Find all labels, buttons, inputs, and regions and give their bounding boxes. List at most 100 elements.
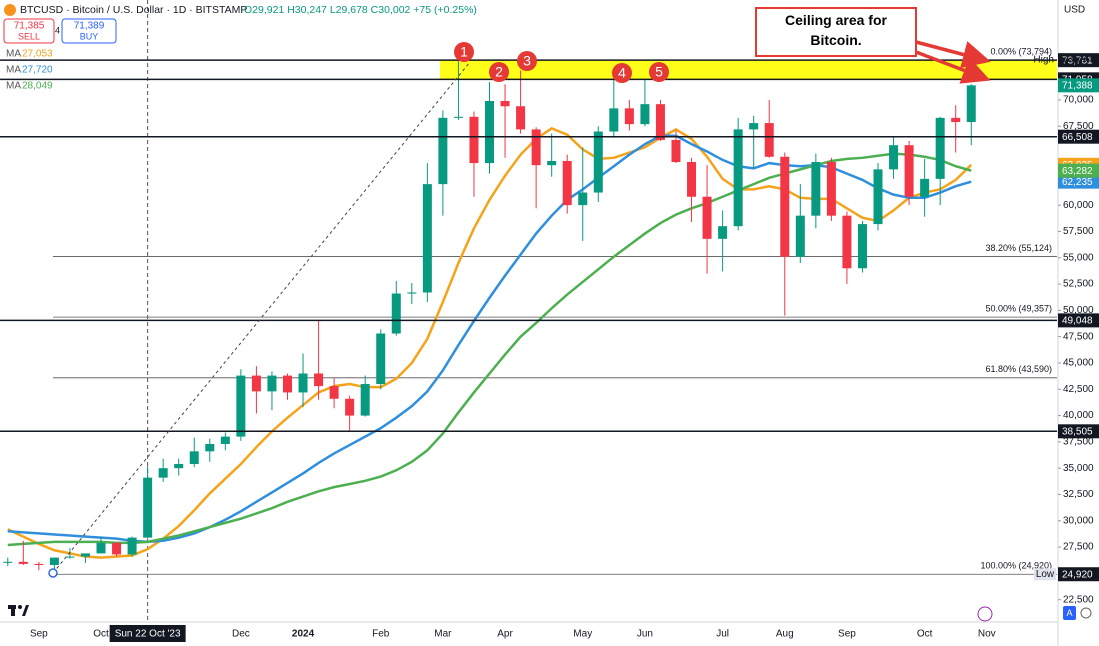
peak-label: 3 xyxy=(523,53,531,69)
candle-body xyxy=(609,108,619,132)
fib-label: 100.00% (24,920) xyxy=(980,561,1052,571)
candle-body xyxy=(733,129,743,227)
sell-button[interactable] xyxy=(3,18,55,44)
candle-body xyxy=(189,451,199,464)
candle-body xyxy=(593,131,603,193)
currency-label: USD xyxy=(1064,5,1085,16)
callout: Ceiling area for Bitcoin. xyxy=(755,7,991,84)
fib-label: 61.80% (43,590) xyxy=(985,364,1052,374)
y-tick-label: 45,000 xyxy=(1063,358,1094,369)
fib-trend-line xyxy=(52,61,471,574)
candle-body xyxy=(687,162,697,197)
candle-body xyxy=(531,129,541,166)
x-tick-label: Apr xyxy=(497,629,513,640)
candle-body xyxy=(671,139,681,163)
ma-legend-value: 28,049 xyxy=(22,81,53,92)
candle-body xyxy=(407,292,417,294)
auto-scale-button[interactable] xyxy=(1063,606,1076,620)
candle-body xyxy=(702,196,712,239)
symbol-title: BTCUSD · Bitcoin / U.S. Dollar · 1D · BI… xyxy=(20,4,247,16)
x-tick-label: Oct xyxy=(917,629,933,640)
peak-marker xyxy=(489,62,509,82)
x-tick-label: Oct xyxy=(93,629,109,640)
buy-price: 71,389 xyxy=(74,21,105,32)
x-tick-label: May xyxy=(573,629,592,640)
y-tick-label: 50,000 xyxy=(1063,305,1094,316)
candle-body xyxy=(282,375,292,393)
y-tick-label: 60,000 xyxy=(1063,200,1094,211)
buy-button[interactable] xyxy=(61,18,117,44)
y-tick-label: 42,500 xyxy=(1063,384,1094,395)
candle-body xyxy=(329,386,339,399)
callout-arrow xyxy=(915,50,991,84)
candle-body xyxy=(857,224,867,269)
candle-body xyxy=(267,375,277,392)
candle-body xyxy=(842,215,852,269)
ceiling-zone xyxy=(440,60,1057,80)
callout-text-box: Ceiling area for Bitcoin. xyxy=(785,12,887,48)
x-tick-label: Jun xyxy=(637,629,653,640)
candle-body xyxy=(935,117,945,179)
level-badge xyxy=(1058,129,1099,144)
y-tick-label: 67,500 xyxy=(1063,121,1094,132)
y-tick-label: 70,000 xyxy=(1063,95,1094,106)
y-tick-label: 30,000 xyxy=(1063,515,1094,526)
candle-body xyxy=(220,436,230,444)
candle-body xyxy=(749,123,759,130)
candle-body xyxy=(811,162,821,216)
y-tick-label: 47,500 xyxy=(1063,331,1094,342)
fib-anchor xyxy=(48,568,58,578)
candle-body xyxy=(143,477,153,538)
level-label: 66,508 xyxy=(1062,132,1093,143)
candle-body xyxy=(112,542,122,555)
candle-body xyxy=(578,192,588,206)
y-tick-label: 32,500 xyxy=(1063,489,1094,500)
events-icon[interactable] xyxy=(977,606,993,622)
candle-body xyxy=(345,398,355,416)
fib-label: 50.00% (49,357) xyxy=(985,304,1052,314)
candle-body xyxy=(547,160,557,166)
x-tick-label: Sep xyxy=(838,629,856,640)
high-text: High xyxy=(1033,55,1054,66)
settings-icon[interactable] xyxy=(1080,607,1092,619)
logo-part xyxy=(22,605,29,616)
auto-scale-label: A xyxy=(1066,608,1072,618)
candle-body xyxy=(3,561,13,563)
x-tick-label: 2024 xyxy=(292,629,315,640)
candle-body xyxy=(889,145,899,170)
ma-label: 62,235 xyxy=(1062,177,1093,188)
fib-label: 0.00% (73,794) xyxy=(990,46,1052,56)
candle-body xyxy=(780,156,790,257)
spread: 4 xyxy=(55,25,60,35)
candle-body xyxy=(562,160,572,206)
ma-badge xyxy=(1058,163,1099,178)
ma-legend-value: 27,053 xyxy=(22,49,53,60)
y-tick-label: 35,000 xyxy=(1063,463,1094,474)
peak-marker xyxy=(517,51,537,71)
candle-body xyxy=(904,145,914,197)
symbol-icon xyxy=(4,4,16,16)
candle-body xyxy=(453,116,463,118)
candle-body xyxy=(65,556,75,558)
candle-body xyxy=(376,333,386,385)
buy-label: BUY xyxy=(80,31,99,41)
x-tick-label: Sep xyxy=(30,629,48,640)
candle-body xyxy=(34,563,44,565)
candle-body xyxy=(640,104,650,125)
candle-body xyxy=(920,178,930,197)
y-tick-label: 27,500 xyxy=(1063,542,1094,553)
y-tick-label: 40,000 xyxy=(1063,410,1094,421)
crosshair-label: Sun 22 Oct '23 xyxy=(115,629,181,640)
x-tick-label: Jul xyxy=(716,629,729,640)
last-price-badge xyxy=(1058,78,1099,93)
candle-body xyxy=(485,101,495,164)
ma-badge xyxy=(1058,174,1099,189)
low-label: 24,920 xyxy=(1062,569,1093,580)
candle-body xyxy=(516,106,526,130)
peak-label: 4 xyxy=(618,65,626,81)
ma-legend-value: 27,720 xyxy=(22,65,53,76)
level-badge xyxy=(1058,313,1099,328)
header: BTCUSD · Bitcoin / U.S. Dollar · 1D · BI… xyxy=(3,4,477,44)
